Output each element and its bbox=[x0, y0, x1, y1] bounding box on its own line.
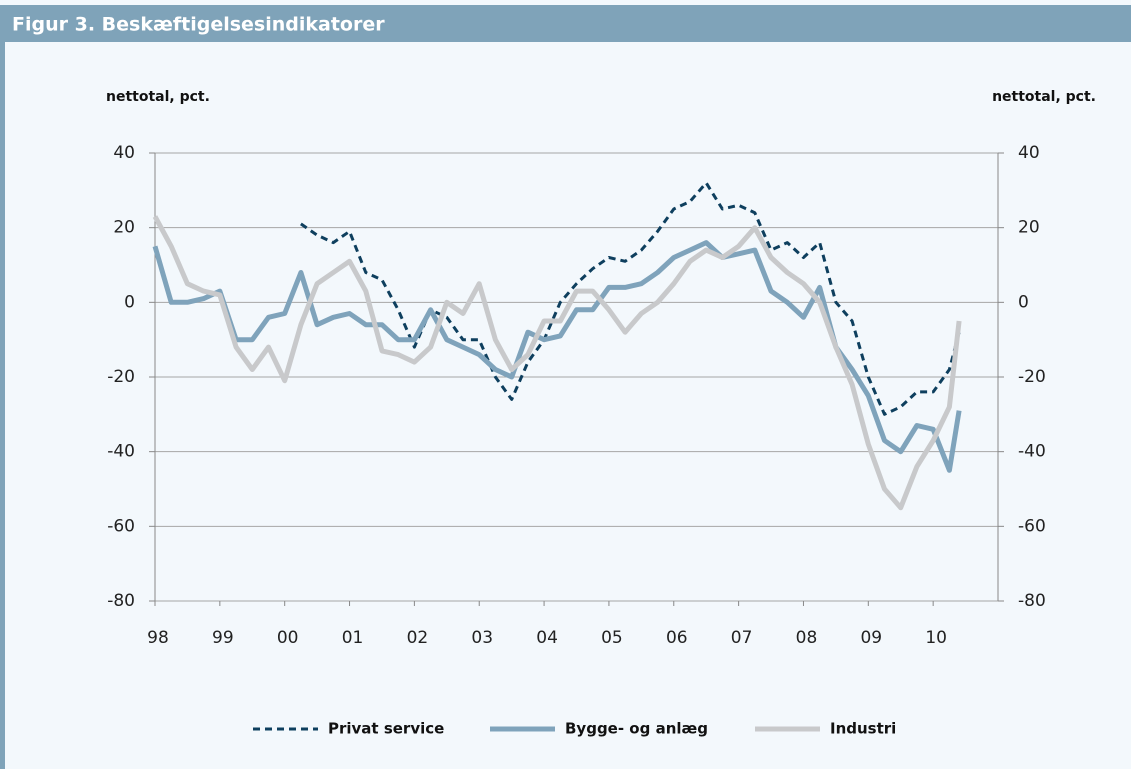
x-tick-label: 10 bbox=[925, 628, 947, 648]
y2-tick-label: -60 bbox=[1018, 516, 1046, 536]
y-tick-label: 0 bbox=[124, 292, 135, 312]
y-tick-label: -60 bbox=[107, 516, 135, 536]
x-tick-label: 09 bbox=[860, 628, 882, 648]
x-tick-label: 08 bbox=[796, 628, 818, 648]
x-tick-label: 06 bbox=[666, 628, 688, 648]
legend-label: Bygge- og anlæg bbox=[565, 720, 708, 738]
series-line bbox=[300, 181, 961, 416]
x-tick-label: 04 bbox=[536, 628, 558, 648]
y2-tick-label: 40 bbox=[1018, 143, 1040, 163]
x-tick-label: 02 bbox=[407, 628, 429, 648]
header-bar bbox=[0, 5, 1131, 42]
y-axis-label: nettotal, pct. bbox=[106, 89, 210, 105]
legend-label: Industri bbox=[830, 720, 896, 738]
y2-tick-label: -40 bbox=[1018, 442, 1046, 462]
x-tick-label: 99 bbox=[212, 628, 234, 648]
chart-title: Figur 3. Beskæftigelsesindikatorer bbox=[12, 14, 385, 36]
x-tick-label: 05 bbox=[601, 628, 623, 648]
y2-tick-label: 0 bbox=[1018, 292, 1029, 312]
x-tick-label: 07 bbox=[731, 628, 753, 648]
y-tick-label: 40 bbox=[113, 143, 135, 163]
y-tick-label: -80 bbox=[107, 591, 135, 611]
x-tick-label: 03 bbox=[471, 628, 493, 648]
x-tick-label: 98 bbox=[147, 628, 169, 648]
y2-tick-label: -20 bbox=[1018, 367, 1046, 387]
y-tick-label: -40 bbox=[107, 442, 135, 462]
x-tick-label: 00 bbox=[277, 628, 299, 648]
y-tick-label: 20 bbox=[113, 218, 135, 238]
y-tick-label: -20 bbox=[107, 367, 135, 387]
y2-axis-label: nettotal, pct. bbox=[992, 89, 1096, 105]
y2-tick-label: -80 bbox=[1018, 591, 1046, 611]
legend-label: Privat service bbox=[328, 720, 444, 738]
y2-tick-label: 20 bbox=[1018, 218, 1040, 238]
x-tick-label: 01 bbox=[342, 628, 364, 648]
left-border bbox=[0, 42, 5, 769]
series-line bbox=[152, 215, 962, 511]
